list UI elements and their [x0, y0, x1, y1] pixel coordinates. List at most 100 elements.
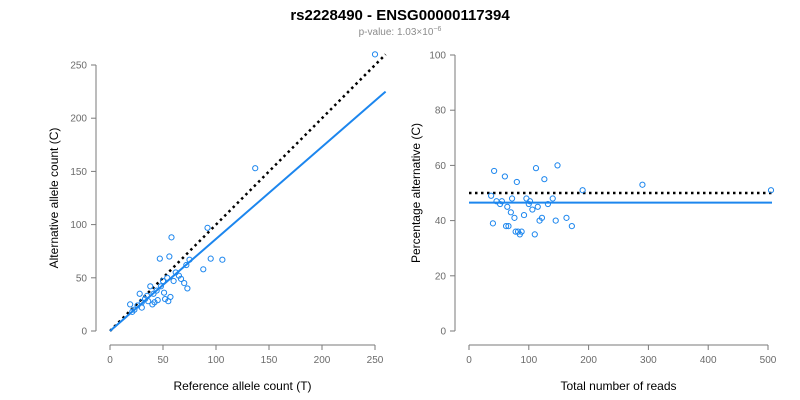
data-point [160, 289, 168, 296]
data-point [549, 195, 556, 202]
data-point [166, 253, 173, 260]
data-point [512, 228, 519, 235]
data-point [156, 255, 163, 262]
x-tick-label: 250 [367, 355, 384, 366]
y-tick-label: 100 [70, 220, 87, 231]
data-point [252, 165, 259, 172]
x-tick-label: 150 [261, 355, 278, 366]
y-tick-label: 0 [440, 327, 446, 338]
data-point [177, 275, 185, 282]
data-point [532, 165, 540, 172]
x-axis-label: Reference allele count (T) [173, 379, 311, 393]
data-point [488, 192, 495, 199]
data-point [159, 277, 167, 285]
x-tick-label: 200 [580, 355, 597, 366]
data-point [639, 181, 646, 188]
y-tick-label: 0 [81, 327, 87, 338]
data-point [157, 283, 164, 290]
data-point [153, 287, 160, 294]
x-tick-label: 400 [700, 355, 717, 366]
y-tick-label: 20 [435, 271, 447, 282]
pvalue-exponent: −6 [433, 26, 441, 33]
data-point [219, 256, 226, 263]
y-tick-label: 100 [429, 51, 446, 62]
data-point [507, 209, 514, 216]
y-axis-label: Percentage alternative (C) [409, 123, 423, 263]
data-point [186, 256, 193, 263]
data-point [505, 223, 512, 230]
data-point [541, 176, 548, 183]
x-tick-label: 0 [466, 355, 472, 366]
y-tick-label: 60 [435, 161, 447, 172]
data-point [498, 198, 505, 205]
data-point [170, 277, 177, 285]
data-point [489, 220, 497, 227]
y-tick-label: 250 [70, 61, 87, 72]
data-point [207, 255, 214, 262]
data-point [523, 195, 530, 202]
data-point [154, 297, 161, 304]
data-point [526, 198, 534, 205]
fit-line [109, 90, 387, 332]
data-point [579, 187, 586, 194]
pvalue-text: p-value: 1.03×10 [359, 27, 434, 38]
y-tick-label: 40 [435, 216, 447, 227]
data-point [767, 187, 775, 194]
data-point [501, 173, 508, 180]
x-tick-label: 100 [520, 355, 537, 366]
data-point [181, 280, 188, 287]
x-tick-label: 200 [314, 355, 331, 366]
data-point [554, 162, 561, 169]
data-point [538, 214, 546, 221]
x-tick-label: 0 [107, 355, 113, 366]
data-point [204, 224, 211, 231]
y-tick-label: 200 [70, 114, 87, 125]
data-point [518, 228, 525, 235]
data-point [511, 214, 518, 221]
data-point [513, 178, 520, 186]
data-point [184, 285, 191, 292]
data-point [508, 195, 516, 202]
data-point [145, 298, 152, 305]
data-point [504, 203, 511, 210]
x-axis-label: Total number of reads [560, 379, 676, 393]
data-point [147, 283, 154, 290]
data-point [183, 261, 190, 269]
y-axis-label: Alternative allele count (C) [47, 128, 61, 269]
chart-title: rs2228490 - ENSG00000117394 [290, 7, 510, 24]
x-tick-label: 300 [640, 355, 657, 366]
pvalue-label: p-value: 1.03×10−6 [359, 26, 442, 38]
x-tick-label: 100 [208, 355, 225, 366]
data-point [529, 206, 536, 213]
x-tick-label: 50 [157, 355, 169, 366]
reference-line [109, 53, 387, 332]
data-point [568, 223, 575, 230]
data-point [552, 217, 559, 224]
allele-count-plot: 0 50 100 150 200 250 0 50 100 150 200 250 Reference … [47, 51, 387, 393]
data-point [531, 231, 538, 238]
data-point [563, 214, 570, 221]
data-point [200, 266, 207, 273]
data-point [127, 301, 134, 308]
data-point [520, 211, 528, 219]
data-point [138, 304, 145, 311]
data-point [534, 203, 541, 210]
x-tick-label: 500 [760, 355, 777, 366]
data-point [150, 290, 157, 297]
data-point [164, 274, 171, 281]
data-point [167, 293, 174, 301]
data-point [544, 200, 552, 208]
data-point [131, 306, 138, 313]
data-point [502, 223, 510, 230]
data-point [168, 234, 175, 241]
percentage-plot: 0 100 200 300 400 500 0 20 40 60 80 100 Total number… [409, 51, 777, 394]
data-point [371, 51, 379, 58]
data-point [491, 167, 498, 175]
y-tick-label: 50 [76, 273, 88, 284]
data-point [136, 290, 143, 297]
y-tick-label: 80 [435, 106, 447, 117]
data-point [172, 269, 179, 276]
y-tick-label: 150 [70, 167, 87, 178]
